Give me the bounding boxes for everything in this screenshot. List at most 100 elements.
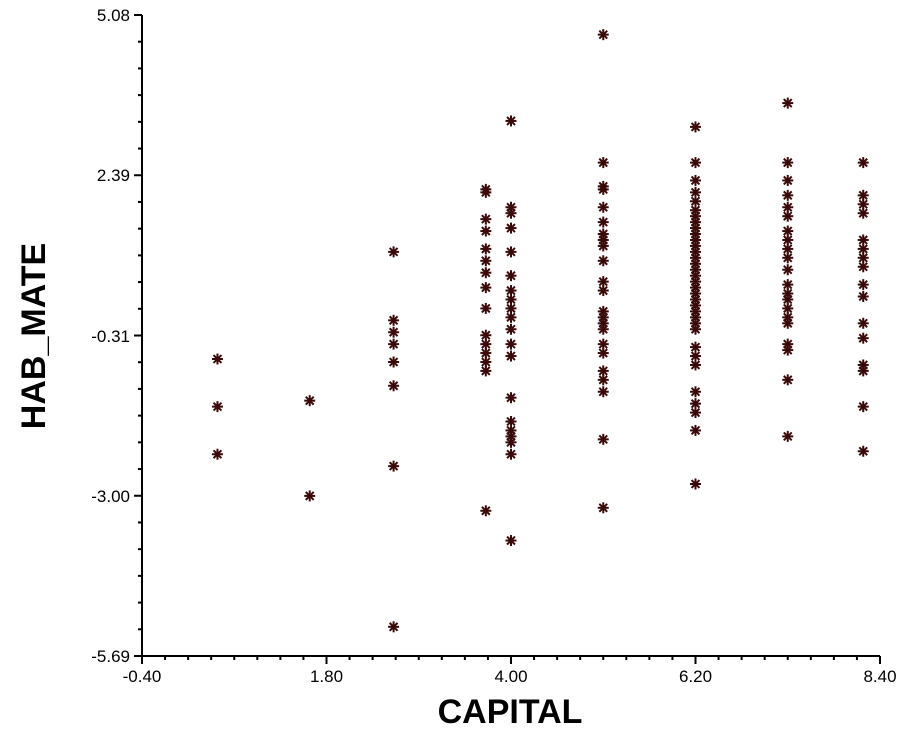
marker-stroke — [858, 279, 868, 290]
ticks — [134, 14, 881, 664]
data-point — [505, 323, 517, 335]
marker-stroke — [388, 381, 399, 391]
data-point — [505, 416, 517, 428]
marker-stroke — [481, 214, 491, 224]
marker-stroke — [690, 196, 701, 206]
marker-stroke — [598, 202, 608, 212]
marker-stroke — [506, 416, 516, 427]
data-point — [597, 323, 609, 335]
x-axis-title: CAPITAL — [438, 693, 583, 731]
data-point — [388, 246, 400, 258]
y-tick-label: 2.39 — [97, 166, 130, 185]
marker-stroke — [388, 461, 399, 471]
marker-stroke — [858, 253, 868, 263]
marker-stroke — [858, 208, 868, 218]
marker-stroke — [481, 187, 491, 198]
data-point — [597, 216, 609, 228]
data-point — [690, 186, 701, 198]
marker-stroke — [481, 256, 491, 266]
marker-stroke — [506, 312, 516, 323]
marker-stroke — [690, 398, 701, 409]
data-point — [857, 317, 869, 329]
data-point — [690, 478, 701, 490]
marker-stroke — [783, 235, 793, 245]
y-tick-label: -0.31 — [91, 327, 130, 346]
data-point — [857, 445, 869, 457]
data-point — [480, 255, 492, 267]
marker-stroke — [783, 294, 793, 305]
data-point — [505, 246, 517, 258]
data-point — [597, 157, 609, 169]
marker-stroke — [212, 449, 223, 459]
marker-stroke — [506, 223, 516, 233]
data-point — [388, 621, 400, 633]
x-tick-label: 4.00 — [494, 667, 527, 686]
data-point — [782, 157, 794, 169]
data-point — [480, 213, 492, 225]
data-point — [597, 502, 609, 514]
marker-stroke — [598, 157, 608, 168]
data-point — [505, 115, 517, 127]
marker-stroke — [783, 244, 793, 254]
data-point — [480, 302, 492, 314]
data-point — [505, 392, 517, 404]
data-point — [597, 386, 609, 398]
data-point — [480, 267, 492, 279]
data-point — [480, 225, 492, 237]
y-tick-label: -5.69 — [91, 647, 130, 666]
x-tick-label: 6.20 — [679, 667, 712, 686]
data-point — [505, 448, 517, 460]
marker-stroke — [388, 339, 399, 349]
data-point — [782, 252, 794, 264]
data-point — [690, 407, 701, 419]
data-point — [857, 157, 869, 169]
marker-stroke — [858, 244, 868, 254]
marker-stroke — [388, 327, 399, 337]
data-point — [782, 264, 794, 276]
data-point — [388, 356, 400, 368]
marker-stroke — [858, 401, 868, 412]
marker-stroke — [598, 503, 608, 513]
data-point — [597, 374, 609, 386]
marker-stroke — [783, 98, 793, 108]
marker-stroke — [858, 333, 868, 343]
marker-stroke — [388, 315, 399, 325]
marker-stroke — [690, 157, 701, 168]
data-point — [597, 285, 609, 297]
marker-stroke — [506, 294, 516, 305]
marker-stroke — [783, 318, 793, 328]
data-point — [505, 207, 517, 219]
marker-stroke — [598, 285, 608, 296]
data-point — [480, 282, 492, 294]
marker-stroke — [506, 437, 516, 448]
data-point — [597, 201, 609, 213]
marker-stroke — [783, 345, 793, 355]
data-point — [690, 341, 701, 353]
data-point — [782, 344, 794, 356]
data-point — [388, 380, 400, 392]
data-point — [690, 157, 701, 169]
data-point — [690, 386, 701, 398]
marker-stroke — [783, 253, 793, 263]
marker-stroke — [598, 217, 608, 227]
marker-stroke — [481, 226, 491, 236]
data-point — [388, 326, 400, 338]
data-point — [690, 424, 701, 436]
data-point — [304, 395, 316, 407]
marker-stroke — [481, 244, 491, 254]
marker-stroke — [598, 434, 608, 445]
marker-stroke — [305, 491, 315, 501]
marker-stroke — [783, 211, 793, 221]
data-point — [505, 311, 517, 323]
marker-stroke — [506, 285, 516, 296]
data-point — [211, 448, 223, 460]
marker-stroke — [858, 318, 868, 328]
marker-stroke — [481, 506, 491, 516]
marker-stroke — [690, 187, 701, 198]
marker-stroke — [481, 339, 491, 349]
marker-stroke — [690, 122, 701, 132]
marker-stroke — [481, 303, 491, 314]
data-point — [597, 183, 609, 195]
data-point — [505, 222, 517, 234]
marker-stroke — [481, 330, 491, 340]
